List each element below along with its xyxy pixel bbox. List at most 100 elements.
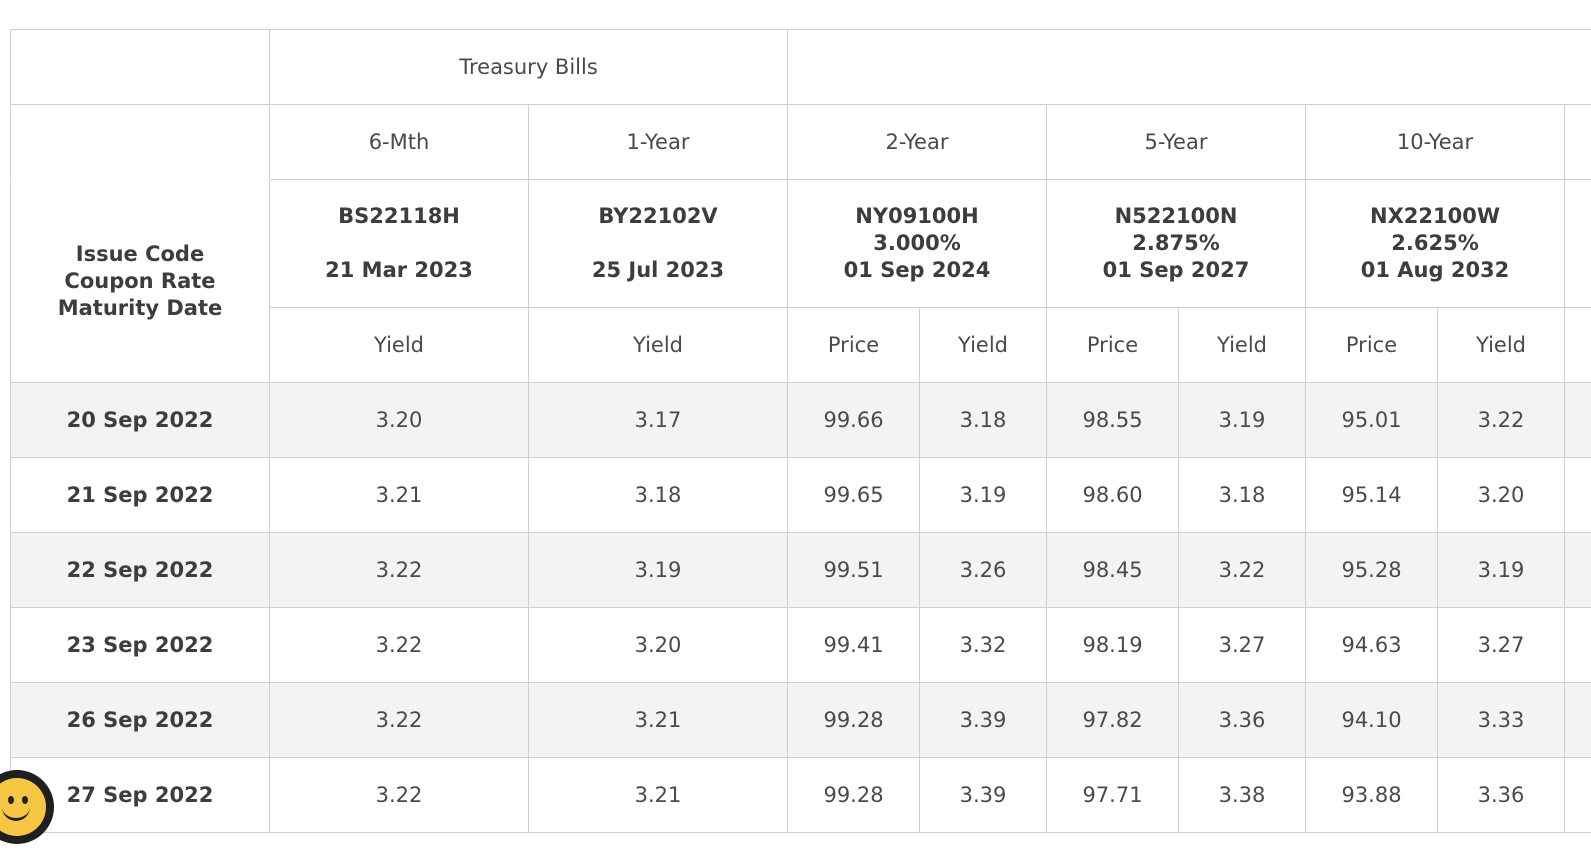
subheader-yield: Yield — [527, 307, 789, 383]
tenor-5year: 5-Year — [1046, 104, 1307, 180]
smiley-eye-right — [22, 796, 28, 804]
cell-extra — [1564, 757, 1591, 833]
subheader-yield: Yield — [919, 307, 1048, 383]
row-date: 20 Sep 2022 — [10, 382, 270, 458]
cell-extra — [1564, 682, 1591, 758]
cell-6mth-yield: 3.22 — [269, 682, 529, 758]
cell-6mth-yield: 3.22 — [269, 532, 529, 608]
cell-2year-price: 99.28 — [787, 757, 921, 833]
cell-5year-price: 97.82 — [1046, 682, 1180, 758]
cell-extra — [1564, 457, 1591, 533]
issue-header-row: Issue Code Coupon Rate Maturity Date BS2… — [10, 179, 1591, 383]
cell-10year-yield: 3.22 — [1437, 382, 1566, 458]
tenor-label-cell — [10, 104, 270, 180]
table-row: 27 Sep 2022 3.22 3.21 99.28 3.39 97.71 3… — [10, 757, 1591, 833]
coupon-rate-label: Coupon Rate — [64, 268, 216, 293]
issue-maturity: 21 Mar 2023 — [325, 258, 473, 282]
issue-code: BS22118H — [338, 204, 460, 228]
chat-widget-button[interactable] — [0, 770, 54, 844]
cell-5year-yield: 3.18 — [1178, 457, 1307, 533]
cell-2year-yield: 3.19 — [919, 457, 1048, 533]
cell-1year-yield: 3.19 — [527, 532, 789, 608]
smiley-mouth — [2, 802, 30, 821]
cell-1year-yield: 3.18 — [527, 457, 789, 533]
tenor-10year: 10-Year — [1305, 104, 1566, 180]
cell-5year-yield: 3.38 — [1178, 757, 1307, 833]
issue-coupon: 2.875% — [1132, 231, 1220, 255]
cell-6mth-yield: 3.21 — [269, 457, 529, 533]
issue-cell-extra — [1564, 179, 1591, 308]
yields-table: Treasury Bills 6-Mth 1-Year 2-Year 5-Yea… — [10, 29, 1591, 833]
cell-2year-yield: 3.26 — [919, 532, 1048, 608]
issue-code: NX22100W — [1370, 204, 1501, 228]
cell-2year-yield: 3.32 — [919, 607, 1048, 683]
table-row: 22 Sep 2022 3.22 3.19 99.51 3.26 98.45 3… — [10, 532, 1591, 608]
cell-10year-price: 95.01 — [1305, 382, 1439, 458]
cell-1year-yield: 3.21 — [527, 757, 789, 833]
issue-maturity: 01 Sep 2027 — [1102, 258, 1250, 282]
issue-cell-bs22118h: BS22118H 21 Mar 2023 — [269, 179, 529, 308]
cell-5year-price: 98.45 — [1046, 532, 1180, 608]
group-header-bonds — [787, 29, 1591, 105]
issue-cell-n522100n: N522100N 2.875% 01 Sep 2027 — [1046, 179, 1307, 308]
cell-1year-yield: 3.17 — [527, 382, 789, 458]
subheader-price: Price — [787, 307, 921, 383]
table-row: 21 Sep 2022 3.21 3.18 99.65 3.19 98.60 3… — [10, 457, 1591, 533]
row-date: 27 Sep 2022 — [10, 757, 270, 833]
cell-10year-price: 94.10 — [1305, 682, 1439, 758]
cell-5year-yield: 3.22 — [1178, 532, 1307, 608]
cell-2year-price: 99.51 — [787, 532, 921, 608]
issue-coupon: 3.000% — [873, 231, 961, 255]
cell-2year-price: 99.28 — [787, 682, 921, 758]
cell-10year-yield: 3.19 — [1437, 532, 1566, 608]
group-header-row: Treasury Bills — [10, 29, 1591, 105]
issue-cell-ny09100h: NY09100H 3.000% 01 Sep 2024 — [787, 179, 1048, 308]
issue-label-cell: Issue Code Coupon Rate Maturity Date — [10, 179, 270, 383]
tenor-extra — [1564, 104, 1591, 180]
cell-5year-yield: 3.36 — [1178, 682, 1307, 758]
tenor-header-row: 6-Mth 1-Year 2-Year 5-Year 10-Year — [10, 104, 1591, 180]
issue-coupon — [270, 230, 528, 257]
yields-table-container: Treasury Bills 6-Mth 1-Year 2-Year 5-Yea… — [10, 29, 1591, 833]
row-date: 26 Sep 2022 — [10, 682, 270, 758]
group-header-treasury-bills: Treasury Bills — [268, 29, 789, 105]
tenor-1year: 1-Year — [527, 104, 789, 180]
cell-extra — [1564, 607, 1591, 683]
cell-10year-price: 94.63 — [1305, 607, 1439, 683]
cell-10year-price: 93.88 — [1305, 757, 1439, 833]
table-row: 20 Sep 2022 3.20 3.17 99.66 3.18 98.55 3… — [10, 382, 1591, 458]
subheader-yield: Yield — [1178, 307, 1307, 383]
table-row: 23 Sep 2022 3.22 3.20 99.41 3.32 98.19 3… — [10, 607, 1591, 683]
cell-6mth-yield: 3.22 — [269, 607, 529, 683]
issue-cell-by22102v: BY22102V 25 Jul 2023 — [527, 179, 789, 308]
issue-code: BY22102V — [598, 204, 718, 228]
cell-5year-price: 98.60 — [1046, 457, 1180, 533]
subheader-yield: Yield — [269, 307, 529, 383]
cell-10year-yield: 3.36 — [1437, 757, 1566, 833]
issue-code-label: Issue Code — [75, 241, 205, 266]
subheader-price: Price — [1046, 307, 1180, 383]
cell-2year-yield: 3.39 — [919, 757, 1048, 833]
issue-maturity: 01 Aug 2032 — [1360, 258, 1510, 282]
issue-maturity: 25 Jul 2023 — [591, 258, 725, 282]
tenor-6mth: 6-Mth — [269, 104, 529, 180]
cell-10year-yield: 3.20 — [1437, 457, 1566, 533]
cell-2year-price: 99.41 — [787, 607, 921, 683]
cell-10year-price: 95.14 — [1305, 457, 1439, 533]
tenor-2year: 2-Year — [787, 104, 1048, 180]
corner-cell — [10, 29, 270, 105]
cell-10year-price: 95.28 — [1305, 532, 1439, 608]
subheader-yield: Yield — [1437, 307, 1566, 383]
cell-5year-price: 98.55 — [1046, 382, 1180, 458]
issue-code: N522100N — [1114, 204, 1238, 228]
cell-extra — [1564, 382, 1591, 458]
cell-2year-yield: 3.18 — [919, 382, 1048, 458]
row-date: 21 Sep 2022 — [10, 457, 270, 533]
smiley-eye-left — [8, 796, 14, 804]
smiley-chat-icon — [0, 778, 46, 836]
cell-5year-price: 97.71 — [1046, 757, 1180, 833]
issue-maturity: 01 Sep 2024 — [843, 258, 991, 282]
cell-6mth-yield: 3.20 — [269, 382, 529, 458]
issue-cell-nx22100w: NX22100W 2.625% 01 Aug 2032 — [1305, 179, 1566, 308]
cell-1year-yield: 3.21 — [527, 682, 789, 758]
